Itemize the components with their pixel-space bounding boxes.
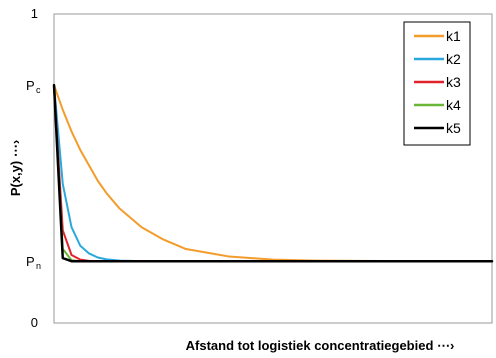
y-marker-subscript: c: [36, 85, 41, 95]
legend-box: [403, 21, 471, 146]
legend-label-k1: k1: [446, 28, 461, 44]
legend-label-k4: k4: [446, 97, 461, 113]
y-marker-label: P: [26, 254, 35, 269]
y-marker-label: P: [26, 78, 35, 93]
legend: k1 k2 k3 k4 k5: [403, 21, 471, 146]
legend-label-k2: k2: [446, 51, 461, 67]
legend-label-k3: k3: [446, 74, 461, 90]
y-axis-title: P(x,y) ⋯›: [8, 140, 23, 196]
series-line-k5: [52, 83, 494, 263]
axis-labels: Afstand tot logistiek concentratiegebied…: [8, 140, 454, 353]
series-group: [52, 83, 494, 263]
axes: 01P cP n: [26, 6, 493, 330]
y-marker-subscript: n: [36, 261, 41, 271]
y-tick-label: 0: [31, 315, 38, 330]
legend-label-k5: k5: [446, 120, 461, 136]
plot-area: [53, 13, 493, 324]
x-axis-title: Afstand tot logistiek concentratiegebied…: [186, 338, 455, 353]
y-tick-label: 1: [31, 6, 38, 21]
